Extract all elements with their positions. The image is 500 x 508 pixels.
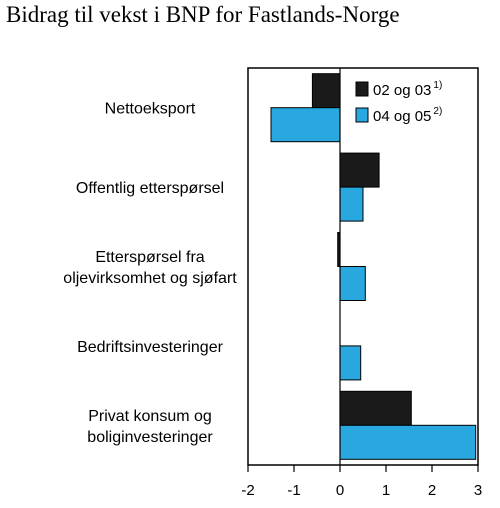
bar-1-2 — [339, 152, 380, 188]
category-label-1: Nettoeksport — [105, 101, 196, 118]
x-tick-label: 1 — [382, 482, 390, 499]
legend-label-1: 02 og 03 — [373, 82, 431, 99]
bar-2-4 — [339, 345, 362, 381]
legend-swatch-2 — [355, 107, 369, 123]
legend-footnote-2: 2) — [433, 106, 442, 117]
x-tick-label: 3 — [474, 482, 482, 499]
x-axis: -2 -1 0 1 2 3 — [241, 465, 482, 499]
legend-label-2: 04 og 05 — [373, 108, 431, 125]
category-label-line: Privat konsum og — [88, 408, 212, 425]
legend-swatch-1 — [355, 81, 369, 97]
category-label-line: Nettoeksport — [105, 101, 196, 118]
category-label-line: Bedriftsinvesteringer — [77, 339, 224, 356]
bar-2-5 — [339, 424, 477, 460]
category-label-line: oljevirksomhet og sjøfart — [63, 270, 237, 287]
category-label-line: Etterspørsel fra — [95, 249, 204, 266]
category-label-5: Privat konsum og boliginvesteringer — [87, 408, 213, 446]
category-label-4: Bedriftsinvesteringer — [77, 339, 224, 356]
bar-2-3 — [339, 266, 366, 301]
category-label-2: Offentlig etterspørsel — [76, 180, 224, 197]
legend-footnote-1: 1) — [433, 80, 442, 91]
plot-frame — [247, 67, 479, 466]
bars-group — [270, 73, 477, 460]
category-label-3: Etterspørsel fra oljevirksomhet og sjøfar… — [63, 249, 237, 287]
legend-background — [350, 76, 476, 136]
bar-1-1 — [311, 73, 341, 109]
bar-2-1 — [270, 107, 341, 143]
category-label-line: Offentlig etterspørsel — [76, 180, 224, 197]
x-tick-label: -2 — [241, 482, 254, 499]
x-tick-label: 2 — [428, 482, 436, 499]
category-label-line: boliginvesteringer — [87, 429, 213, 446]
legend: 02 og 03 1) 04 og 05 2) — [350, 76, 476, 136]
chart-title: Bidrag til vekst i BNP for Fastlands-Nor… — [6, 2, 400, 27]
x-tick-label: -1 — [287, 482, 300, 499]
category-labels: Nettoeksport Offentlig etterspørsel Etters… — [63, 101, 237, 446]
x-tick-label: 0 — [336, 482, 344, 499]
bar-1-5 — [339, 390, 412, 426]
bar-2-2 — [339, 186, 364, 222]
